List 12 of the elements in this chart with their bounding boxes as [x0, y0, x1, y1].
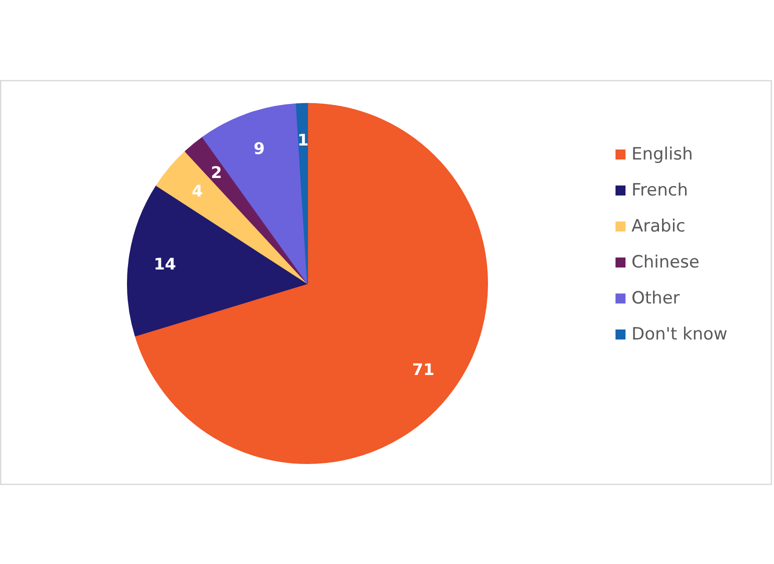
- legend-label: Don't know: [632, 324, 728, 344]
- legend-label: French: [632, 180, 688, 200]
- data-label: 14: [154, 254, 176, 274]
- data-label: 2: [210, 162, 222, 182]
- data-label: 1: [297, 130, 309, 150]
- data-label: 4: [192, 182, 203, 201]
- data-label: 9: [254, 138, 265, 158]
- legend-label: Arabic: [632, 216, 686, 236]
- legend-label: Other: [632, 288, 680, 308]
- data-label: 71: [412, 360, 434, 380]
- legend-label: English: [632, 144, 693, 164]
- legend-label: Chinese: [632, 252, 700, 272]
